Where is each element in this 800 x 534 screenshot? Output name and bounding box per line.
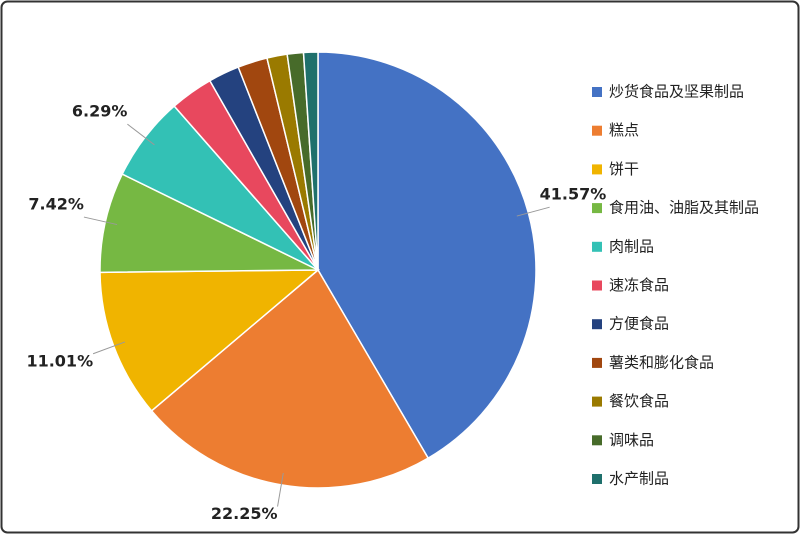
leader-line [127, 123, 155, 146]
data-label: 22.25% [211, 504, 278, 523]
legend-swatch [592, 474, 602, 484]
legend-label: 速冻食品 [609, 276, 669, 294]
legend-swatch [592, 125, 602, 136]
legend-swatch [592, 396, 602, 407]
legend-label: 方便食品 [609, 315, 669, 333]
legend-label: 肉制品 [609, 237, 654, 255]
leader-line [277, 472, 284, 507]
legend-swatch [592, 87, 602, 97]
legend-label: 调味品 [609, 431, 654, 449]
legend-label: 饼干 [609, 160, 639, 178]
leader-line [516, 206, 550, 217]
leader-line [92, 341, 126, 355]
legend-swatch [592, 280, 602, 291]
legend-swatch [592, 319, 602, 330]
legend-swatch [592, 164, 602, 175]
data-label: 6.29% [72, 102, 128, 121]
pie-slice [302, 51, 319, 271]
legend-swatch [592, 435, 602, 446]
legend-label: 糕点 [609, 121, 639, 139]
legend-label: 炒货食品及坚果制品 [609, 83, 744, 101]
legend-swatch [592, 241, 602, 252]
leader-line [83, 216, 118, 226]
data-label: 11.01% [26, 351, 93, 370]
legend-label: 水产制品 [609, 470, 669, 488]
legend-label: 餐饮食品 [609, 392, 669, 410]
legend-label: 食用油、油脂及其制品 [609, 199, 759, 217]
legend-label: 薯类和膨化食品 [609, 353, 714, 371]
data-label: 41.57% [540, 185, 607, 204]
legend-swatch [592, 203, 602, 214]
legend-swatch [592, 357, 602, 368]
data-label: 7.42% [28, 195, 84, 214]
